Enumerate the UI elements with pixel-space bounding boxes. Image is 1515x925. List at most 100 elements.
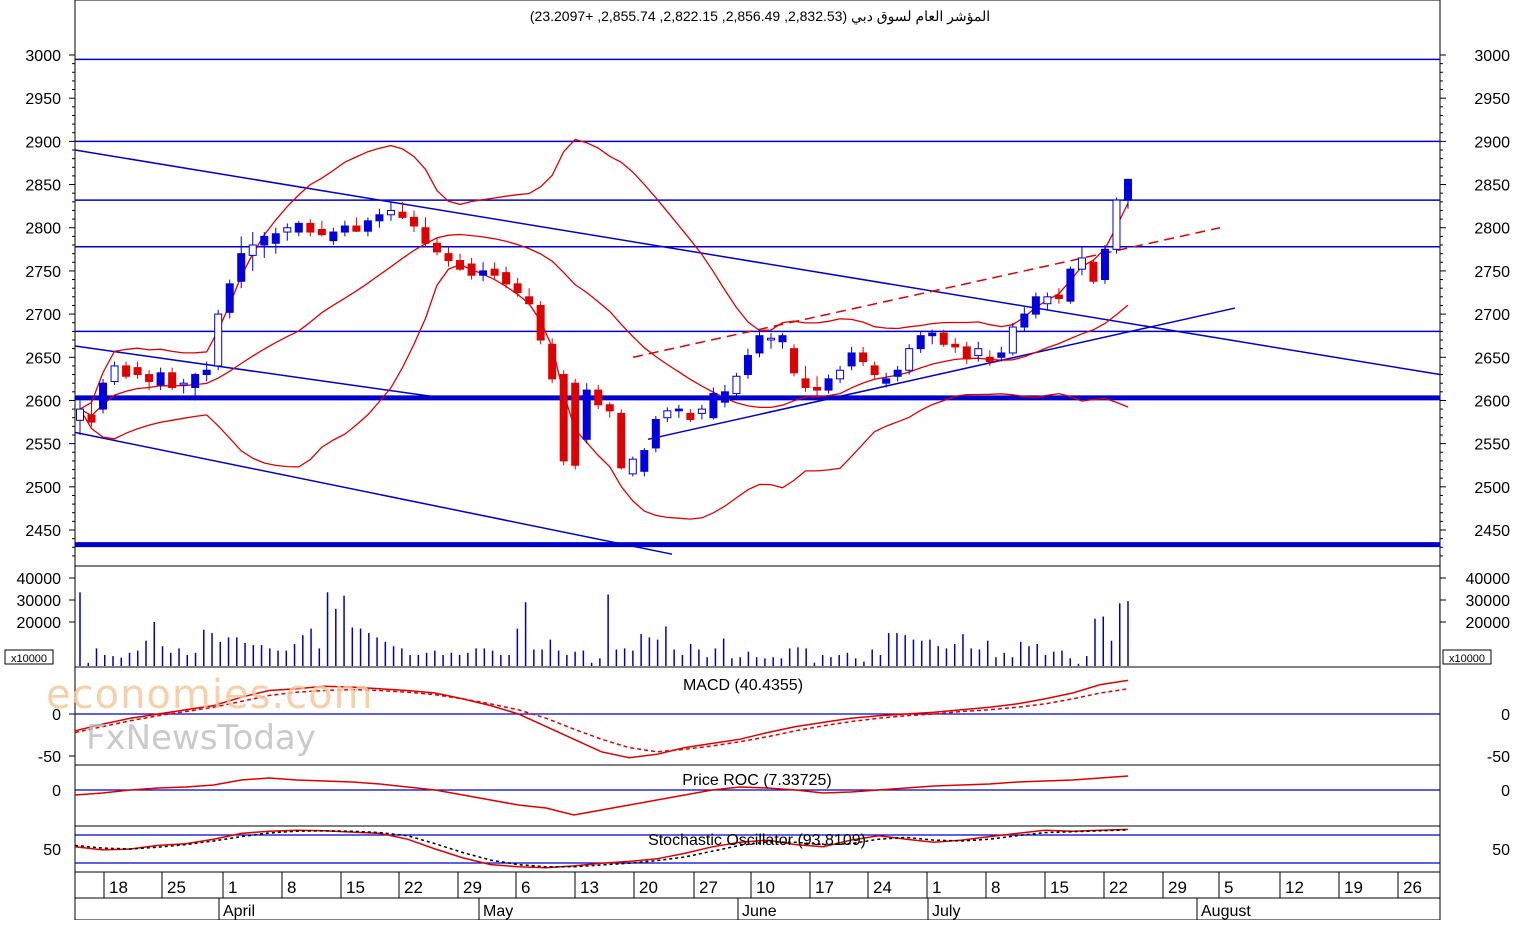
date-label: 20 [639,878,658,897]
candle-body [882,378,891,384]
candle-body [813,387,822,391]
candle-body [1008,326,1017,354]
candle-body [191,374,200,388]
candle-body [559,374,568,462]
price-axis-label-right: 2950 [1474,91,1510,108]
volume-multiplier-left: x10000 [11,653,47,665]
stochastic-d-line [74,829,1129,868]
date-label: 25 [167,878,186,897]
candle-body [329,231,338,242]
volume-multiplier-box-right [1442,649,1492,665]
month-label: July [932,903,960,920]
date-label: 29 [463,878,482,897]
volume-axis-label-left: 40000 [17,571,62,588]
volume-axis-label-right: 20000 [1466,615,1511,632]
date-label: 17 [815,878,834,897]
trendlines [74,149,1441,555]
candle-body [398,211,407,218]
price-axis-label-left: 2450 [25,523,61,540]
stochastic-panel: Stochastic Oscillator (93.8109) [74,828,1440,869]
date-label: 26 [1403,878,1422,897]
price-axis-label-right: 2650 [1474,350,1510,367]
date-label: 22 [1109,878,1128,897]
candle-body [294,222,303,233]
stochastic-label: Stochastic Oscillator (93.8109) [648,832,866,849]
stochastic-axis-label-right: 50 [1492,842,1510,859]
candle-body [697,408,706,414]
macd-axis-label-right: 0 [1501,707,1510,724]
candle-body [76,408,84,421]
volume-axis-label-left: 30000 [17,593,62,610]
candle-body [663,410,672,419]
price-axis-label-left: 2900 [25,134,61,151]
candle-body [133,367,142,376]
macd-axis-label-right: -50 [1487,749,1510,766]
candle-body [847,352,856,367]
volume-multiplier-right: x10000 [1449,653,1485,665]
candle-body [743,355,752,376]
macd-label: MACD (40.4355) [683,677,803,694]
candle-body [594,389,603,406]
candle-body [651,418,660,449]
price-axis-label-left: 2650 [25,350,61,367]
price-axis-label-right: 2900 [1474,134,1510,151]
macd-axis-label-left: -50 [38,749,61,766]
candle-body [340,225,349,233]
candle-body [905,348,914,371]
candle-body [720,391,729,403]
macd-line [74,679,1129,759]
candle-body [1054,294,1063,300]
candle-body [156,372,165,386]
volume-panel-frame [74,565,1441,668]
candle-body [640,450,649,472]
ascending-trendline [647,307,1236,441]
roc-axis-label-right: 0 [1501,783,1510,800]
candle-body [628,458,637,475]
volume-bars [79,592,1129,666]
candle-body [985,356,994,363]
price-axis-label-left: 2500 [25,480,61,497]
candle-body [859,352,868,363]
candle-body [202,369,211,376]
candle-body [571,382,580,466]
candle-body [951,343,960,348]
candle-body [801,378,810,389]
candle-body [1066,268,1075,302]
date-label: 1 [228,878,237,897]
candle-body [110,365,119,382]
bollinger-bands [79,138,1129,520]
month-label: August [1201,903,1251,920]
candle-body [709,393,718,419]
month-label: May [483,903,513,920]
candle-body [928,332,937,337]
date-label: 15 [1050,878,1069,897]
candle-body [548,343,557,380]
descending-channel-bottom [74,431,673,555]
date-label: 15 [346,878,365,897]
price-axis-label-right: 3000 [1474,48,1510,65]
price-axis-label-right: 2450 [1474,523,1510,540]
candle-body [893,369,902,377]
candle-body [490,268,499,276]
chart-gridlines [69,54,1446,757]
volume-multiplier-box-left [4,649,54,665]
candle-body [513,283,522,294]
month-label: April [223,903,255,920]
price-panel-frame [74,0,1441,567]
candle-body [686,412,695,420]
candle-body [421,227,430,244]
descending-trendline-upper [74,149,1441,376]
date-label: 22 [404,878,423,897]
candle-body [444,253,453,262]
date-label: 12 [1285,878,1304,897]
candle-body [456,260,465,270]
candle-body [433,242,442,253]
stochastic-k-line [74,828,1129,869]
ascending-trendline-dashed [632,226,1221,359]
candle-body [386,209,395,216]
date-label: 19 [1344,878,1363,897]
date-label: 8 [287,878,296,897]
roc-axis-label-left: 0 [52,783,61,800]
